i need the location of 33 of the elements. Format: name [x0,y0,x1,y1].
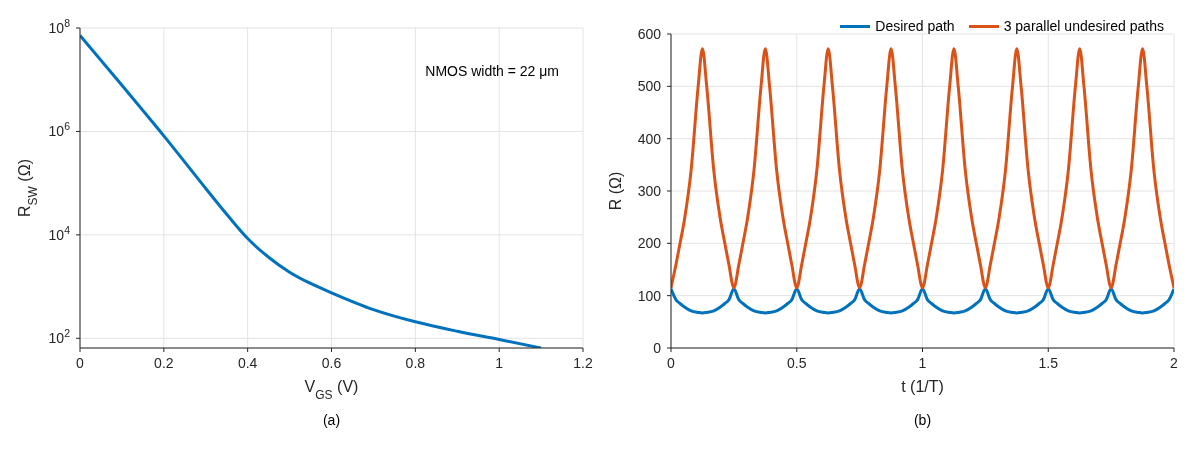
y-tick-label: 300 [637,183,662,199]
x-tick-label: 0 [76,355,85,371]
x-tick-label: 0 [667,355,676,371]
y-tick-label: 500 [637,78,662,95]
annotation: NMOS width = 22 μm [425,63,559,79]
y-tick-label: 200 [637,235,662,252]
x-tick-label: 1.2 [573,355,593,371]
line-series [671,47,1174,290]
line-series [671,287,1174,315]
text: (b) [912,412,933,428]
y-tick-label: 100 [637,287,662,304]
y-tick-label: 0 [653,340,662,356]
x-tick-label: 0.2 [154,355,174,371]
legend-label: Desired path [875,18,955,34]
y-tick-label: 10$^{2}$ [48,327,71,347]
y-tick-label: 10$^{8}$ [48,17,71,36]
legend-label: 3 parallel undesired paths [1003,18,1164,34]
x-tick-label: 2 [1170,355,1179,371]
y-tick-label: 10$^{4}$ [48,223,71,243]
x-axis-title: V$_{GS}$ (V) [304,378,359,402]
x-tick-label: 0.8 [405,355,426,371]
y-axis-title: R (Ω) [607,171,624,211]
text: (a) [321,412,342,428]
y-tick-label: 10$^{6}$ [48,120,71,140]
x-tick-label: 1 [918,355,927,371]
x-axis-title: t (1/T) [901,378,944,395]
x-tick-label: 1.5 [1038,355,1059,371]
x-tick-label: 1 [495,355,504,371]
x-tick-label: 0.4 [237,355,258,371]
x-tick-label: 0.6 [321,355,342,371]
y-tick-label: 400 [637,130,662,147]
x-tick-label: 0.5 [787,355,807,371]
y-tick-label: 600 [637,26,662,42]
